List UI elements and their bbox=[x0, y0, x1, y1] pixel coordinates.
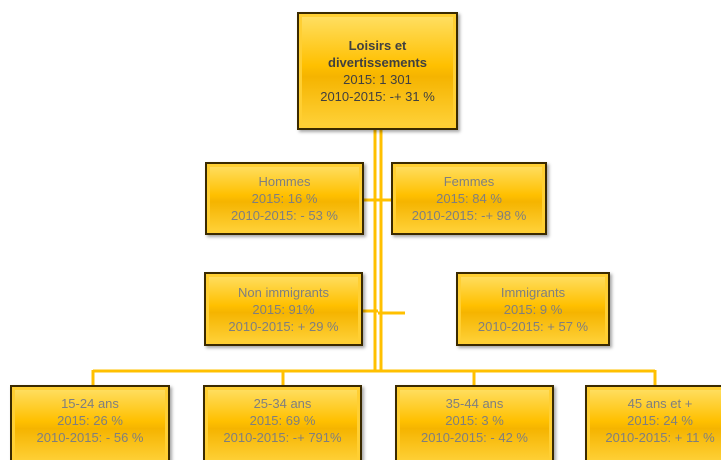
node-box: 35-44 ans 2015: 3 % 2010-2015: - 42 % bbox=[395, 385, 554, 460]
node-box: 15-24 ans 2015: 26 % 2010-2015: - 56 % bbox=[10, 385, 170, 460]
node-line: 2010-2015: + 29 % bbox=[228, 318, 339, 334]
node-line: 2015: 16 % bbox=[251, 191, 318, 206]
node-box: Hommes 2015: 16 % 2010-2015: - 53 % bbox=[205, 162, 364, 235]
node-box: 25-34 ans 2015: 69 % 2010-2015: -+ 791% bbox=[203, 385, 362, 460]
node-line: 2010-2015: + 11 % bbox=[605, 430, 715, 445]
node-label: 35-44 ans bbox=[445, 396, 504, 411]
node-box: 45 ans et + 2015: 24 % 2010-2015: + 11 % bbox=[585, 385, 721, 460]
node-line: 2010-2015: + 57 % bbox=[477, 318, 589, 334]
node-label: Hommes bbox=[258, 174, 311, 189]
node-line: 2015: 84 % bbox=[436, 191, 502, 206]
node-line: 2010-2015: -+ 31 % bbox=[320, 89, 435, 104]
node-label: 15-24 ans bbox=[61, 396, 119, 411]
node-box: Loisirs et divertissements 2015: 1 301 201… bbox=[297, 12, 458, 130]
node-line: 2010-2015: -+ 791% bbox=[223, 430, 342, 445]
node-line: 2010-2015: - 53 % bbox=[231, 208, 338, 223]
node-line: 2015: 9 % bbox=[503, 301, 563, 317]
node-label: 25-34 ans bbox=[253, 396, 312, 411]
node-label: Femmes bbox=[443, 174, 495, 189]
node-line: 2010-2015: - 56 % bbox=[36, 430, 144, 445]
node-line: 2010-2015: - 42 % bbox=[421, 430, 528, 445]
node-line: 2015: 69 % bbox=[249, 413, 316, 428]
node-line: 2015: 1 301 bbox=[343, 72, 412, 87]
node-line: 2015: 91% bbox=[252, 301, 315, 317]
node-label: Non immigrants bbox=[237, 284, 330, 300]
node-line: 2015: 3 % bbox=[445, 413, 504, 428]
node-box: Immigrants 2015: 9 % 2010-2015: + 57 % bbox=[456, 272, 610, 346]
node-box: Non immigrants 2015: 91% 2010-2015: + 29 % bbox=[204, 272, 363, 346]
node-line: 2015: 26 % bbox=[57, 413, 123, 428]
node-box: Femmes 2015: 84 % 2010-2015: -+ 98 % bbox=[391, 162, 547, 235]
node-label: Loisirs et divertissements bbox=[328, 38, 427, 70]
node-line: 2015: 24 % bbox=[627, 413, 693, 428]
node-label: 45 ans et + bbox=[627, 396, 693, 411]
node-line: 2010-2015: -+ 98 % bbox=[411, 208, 527, 223]
node-label: Immigrants bbox=[500, 284, 566, 300]
